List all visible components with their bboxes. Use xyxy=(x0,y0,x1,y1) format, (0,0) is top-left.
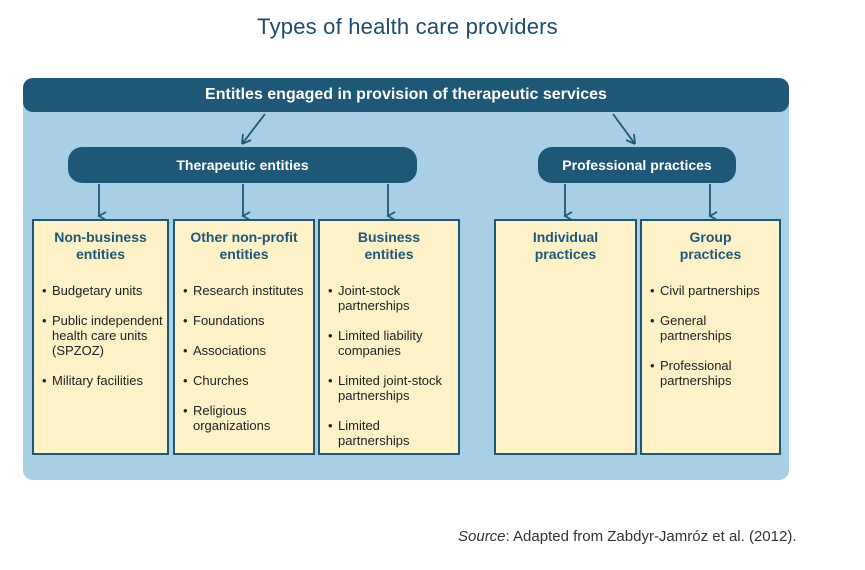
list-item: Religious organizations xyxy=(181,403,309,433)
list-item: Public independent health care units (SP… xyxy=(40,313,163,358)
box-heading-line: entities xyxy=(219,246,269,262)
list-item: Civil partnerships xyxy=(648,283,775,298)
source-label: Source xyxy=(458,528,506,545)
list-item: Limited partnerships xyxy=(326,418,454,448)
box-list: Civil partnerships General partnerships … xyxy=(648,283,775,403)
box-business-entities: Business entities Joint-stock partnershi… xyxy=(318,219,460,455)
diagram-title: Types of health care providers xyxy=(257,14,558,39)
box-heading: Non-business entities xyxy=(34,229,167,263)
box-list: Research institutes Foundations Associat… xyxy=(181,283,309,448)
list-item: Associations xyxy=(181,343,309,358)
list-item: General partnerships xyxy=(648,313,775,343)
box-heading-line: practices xyxy=(534,246,597,262)
box-non-business-entities: Non-business entities Budgetary units Pu… xyxy=(32,219,169,455)
box-list: Joint-stock partnerships Limited liabili… xyxy=(326,283,454,463)
box-heading: Other non-profit entities xyxy=(175,229,313,263)
box-heading-line: Business xyxy=(357,229,421,245)
box-heading-line: entities xyxy=(364,246,414,262)
list-item: Limited liability companies xyxy=(326,328,454,358)
box-other-non-profit-entities: Other non-profit entities Research insti… xyxy=(173,219,315,455)
list-item: Professional partnerships xyxy=(648,358,775,388)
list-item: Military facilities xyxy=(40,373,163,388)
top-node: Entitles engaged in provision of therape… xyxy=(23,78,789,112)
list-item: Budgetary units xyxy=(40,283,163,298)
box-heading: Business entities xyxy=(320,229,458,263)
box-heading-line: Individual xyxy=(532,229,599,245)
box-list: Budgetary units Public independent healt… xyxy=(40,283,163,403)
box-group-practices: Group practices Civil partnerships Gener… xyxy=(640,219,781,455)
box-heading: Group practices xyxy=(642,229,779,263)
box-heading-line: Non-business xyxy=(54,229,147,245)
source-note: Source: Adapted from Zabdyr-Jamróz et al… xyxy=(458,528,797,545)
box-heading-line: entities xyxy=(75,246,125,262)
professional-practices-node: Professional practices xyxy=(538,147,736,183)
box-heading-line: Group xyxy=(689,229,732,245)
box-heading-line: practices xyxy=(679,246,742,262)
list-item: Limited joint-stock partnerships xyxy=(326,373,454,403)
box-heading-line: Other non-profit xyxy=(190,229,298,245)
box-heading: Individual practices xyxy=(496,229,635,263)
list-item: Foundations xyxy=(181,313,309,328)
box-individual-practices: Individual practices xyxy=(494,219,637,455)
source-text: : Adapted from Zabdyr-Jamróz et al. (201… xyxy=(505,528,797,545)
list-item: Churches xyxy=(181,373,309,388)
list-item: Research institutes xyxy=(181,283,309,298)
list-item: Joint-stock partnerships xyxy=(326,283,454,313)
therapeutic-entities-node: Therapeutic entities xyxy=(68,147,417,183)
